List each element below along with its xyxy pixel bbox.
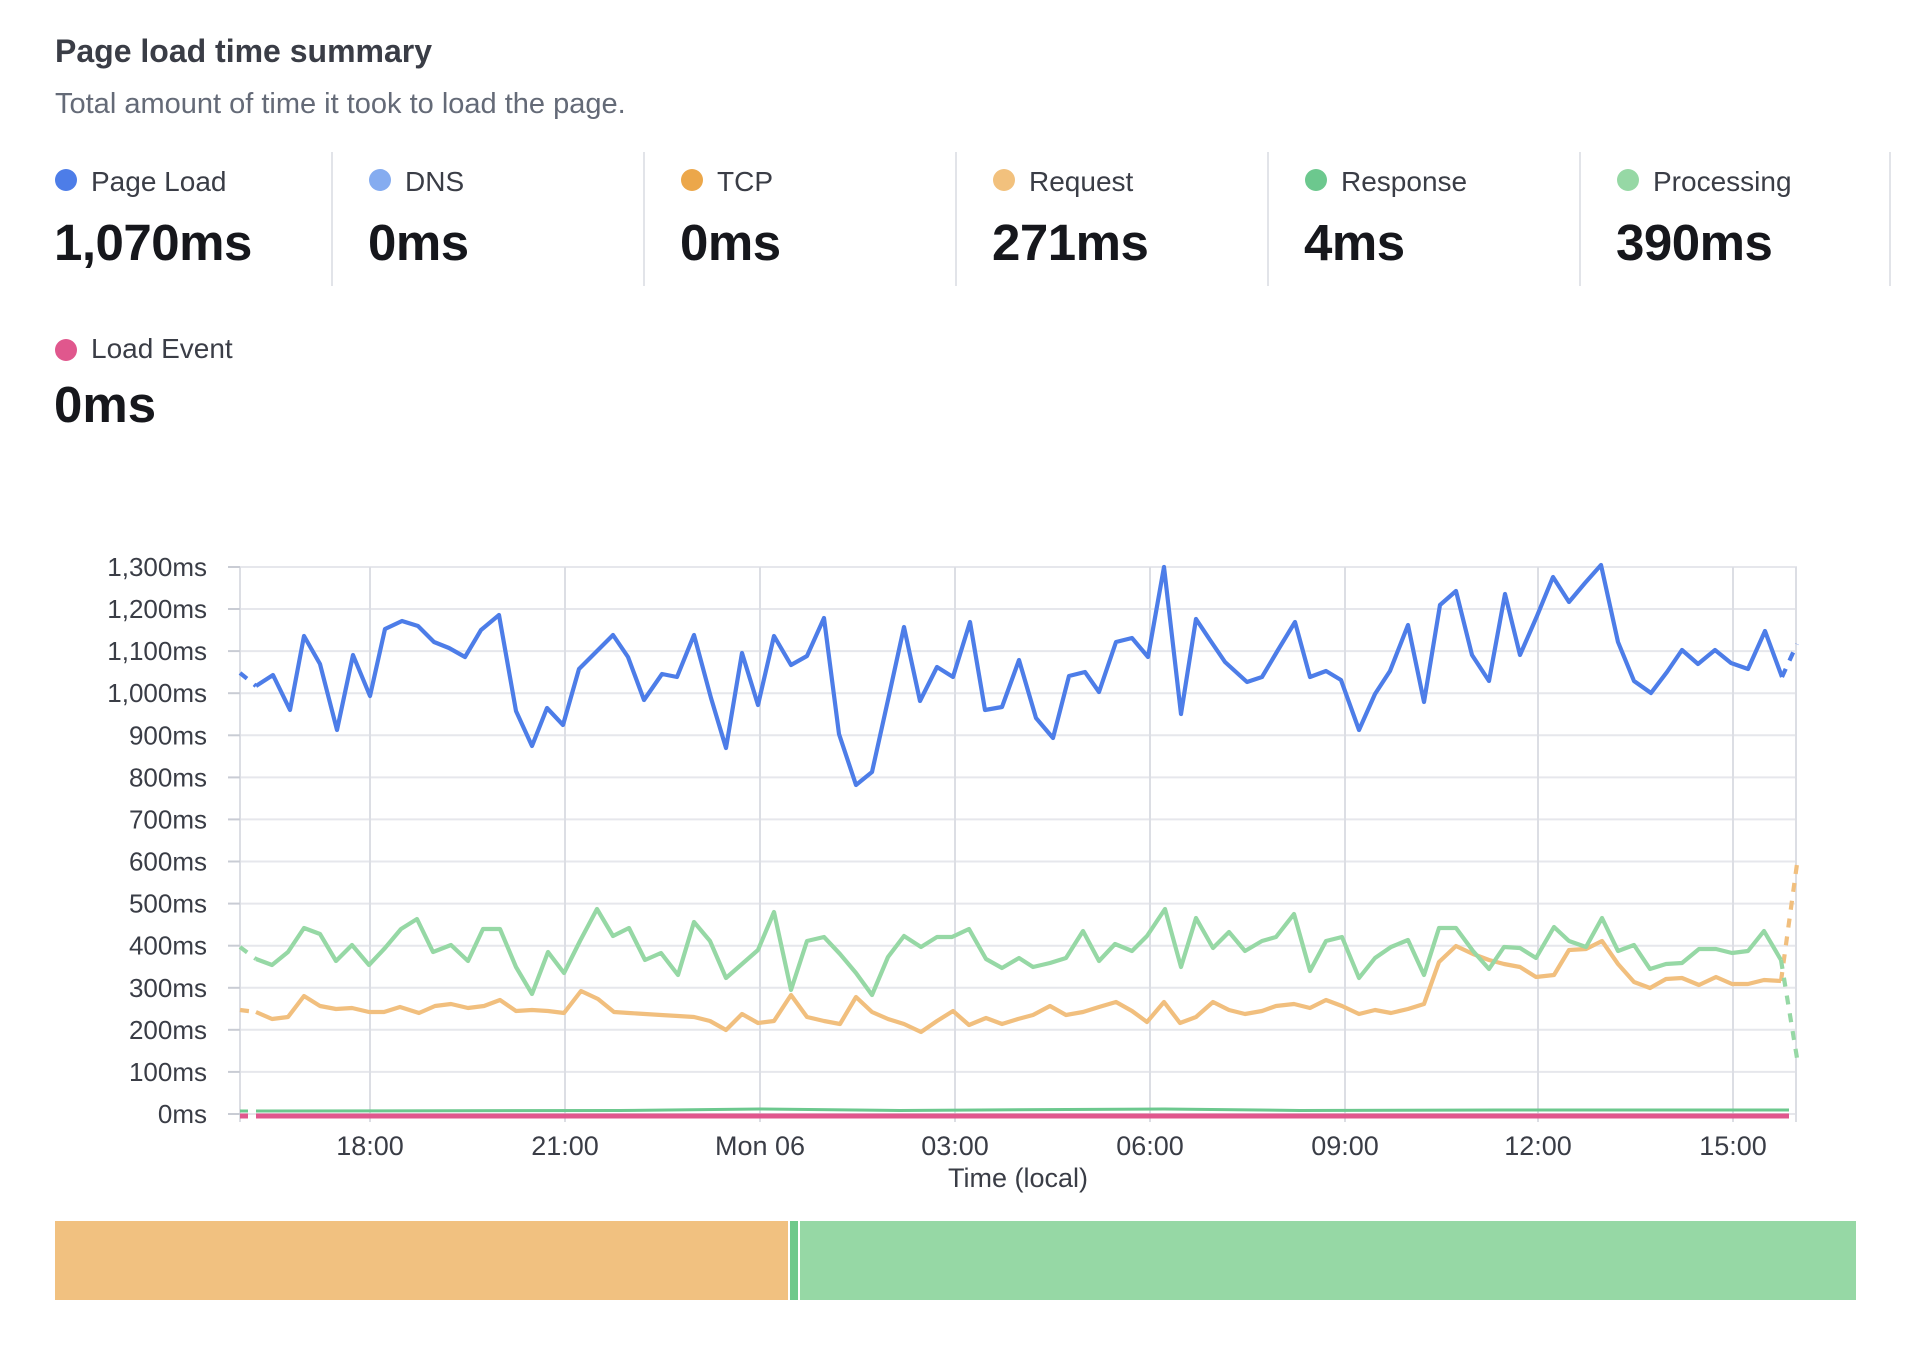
svg-text:15:00: 15:00 (1699, 1131, 1767, 1161)
svg-text:800ms: 800ms (129, 762, 207, 792)
svg-text:300ms: 300ms (129, 973, 207, 1003)
svg-text:03:00: 03:00 (921, 1131, 989, 1161)
svg-text:1,100ms: 1,100ms (107, 636, 207, 666)
svg-text:200ms: 200ms (129, 1015, 207, 1045)
svg-text:600ms: 600ms (129, 847, 207, 877)
svg-text:09:00: 09:00 (1311, 1131, 1379, 1161)
svg-text:1,000ms: 1,000ms (107, 678, 207, 708)
svg-text:700ms: 700ms (129, 804, 207, 834)
svg-text:0ms: 0ms (158, 1099, 207, 1129)
svg-text:100ms: 100ms (129, 1057, 207, 1087)
svg-text:900ms: 900ms (129, 720, 207, 750)
svg-text:500ms: 500ms (129, 889, 207, 919)
svg-text:400ms: 400ms (129, 931, 207, 961)
svg-text:12:00: 12:00 (1504, 1131, 1572, 1161)
svg-text:1,200ms: 1,200ms (107, 594, 207, 624)
svg-text:Time (local): Time (local) (948, 1163, 1088, 1193)
svg-text:1,300ms: 1,300ms (107, 552, 207, 582)
svg-text:06:00: 06:00 (1116, 1131, 1184, 1161)
svg-text:18:00: 18:00 (336, 1131, 404, 1161)
svg-text:21:00: 21:00 (531, 1131, 599, 1161)
svg-text:Mon 06: Mon 06 (715, 1131, 805, 1161)
